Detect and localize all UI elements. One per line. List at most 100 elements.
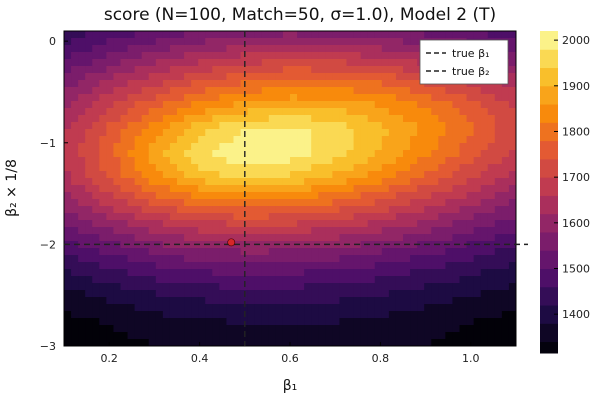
contour-cell — [254, 136, 263, 144]
contour-cell — [268, 94, 277, 102]
contour-cell — [212, 325, 220, 333]
contour-cell — [71, 73, 79, 81]
contour-cell — [177, 220, 185, 228]
contour-cell — [424, 269, 432, 277]
contour-cell — [311, 38, 319, 46]
contour-cell — [290, 73, 298, 81]
contour-cell — [395, 339, 404, 346]
contour-cell — [388, 269, 397, 277]
contour-cell — [219, 234, 228, 242]
contour-cell — [205, 276, 213, 284]
contour-cell — [99, 150, 107, 158]
contour-cell — [325, 52, 333, 60]
contour-cell — [71, 66, 79, 74]
contour-cell — [438, 297, 446, 305]
contour-cell — [71, 178, 79, 186]
contour-cell — [304, 38, 312, 46]
contour-cell — [261, 220, 270, 228]
contour-cell — [403, 185, 411, 193]
contour-cell — [198, 206, 206, 214]
contour-cell — [395, 276, 404, 284]
contour-cell — [290, 248, 298, 256]
contour-cell — [205, 178, 213, 186]
contour-cell — [247, 108, 256, 116]
contour-cell — [417, 220, 425, 228]
contour-cell — [318, 199, 326, 207]
contour-cell — [346, 171, 355, 179]
contour-cell — [381, 66, 390, 74]
contour-cell — [431, 101, 439, 109]
contour-cell — [374, 248, 383, 256]
contour-cell — [120, 80, 129, 88]
contour-cell — [339, 332, 348, 340]
contour-cell — [184, 101, 192, 109]
contour-cell — [445, 290, 454, 298]
contour-cell — [424, 318, 432, 326]
contour-cell — [304, 45, 312, 53]
contour-cell — [120, 87, 129, 95]
contour-cell — [318, 178, 326, 186]
contour-cell — [466, 332, 475, 340]
contour-cell — [318, 185, 326, 193]
contour-cell — [282, 325, 291, 333]
contour-cell — [290, 269, 298, 277]
contour-cell — [395, 269, 404, 277]
contour-cell — [64, 220, 72, 228]
contour-cell — [184, 325, 192, 333]
contour-cell — [261, 31, 270, 39]
contour-cell — [311, 339, 319, 346]
contour-cell — [417, 115, 425, 123]
contour-cell — [381, 101, 390, 109]
contour-cell — [169, 115, 178, 123]
contour-cell — [120, 248, 129, 256]
contour-cell — [233, 283, 242, 291]
contour-cell — [339, 101, 348, 109]
contour-cell — [508, 269, 516, 277]
contour-cell — [71, 185, 79, 193]
legend-label: true β₂ — [452, 65, 490, 78]
contour-cell — [297, 276, 305, 284]
contour-cell — [410, 241, 418, 249]
contour-cell — [410, 290, 418, 298]
contour-cell — [473, 199, 482, 207]
contour-cell — [431, 192, 439, 200]
contour-cell — [332, 122, 341, 130]
contour-cell — [466, 150, 475, 158]
contour-cell — [99, 248, 107, 256]
contour-cell — [494, 325, 503, 333]
contour-cell — [304, 311, 312, 319]
contour-cell — [155, 101, 164, 109]
contour-cell — [417, 318, 425, 326]
contour-cell — [459, 276, 468, 284]
contour-cell — [134, 220, 143, 228]
contour-cell — [275, 59, 284, 67]
contour-cell — [304, 297, 312, 305]
contour-cell — [162, 199, 171, 207]
contour-cell — [240, 94, 249, 102]
contour-cell — [494, 87, 503, 95]
contour-cell — [127, 101, 136, 109]
contour-cell — [374, 206, 383, 214]
contour-cell — [198, 220, 206, 228]
contour-cell — [508, 171, 516, 179]
contour-cell — [247, 73, 256, 81]
contour-cell — [360, 199, 369, 207]
contour-cell — [78, 332, 86, 340]
contour-cell — [155, 199, 164, 207]
contour-cell — [282, 143, 291, 151]
contour-cell — [508, 136, 516, 144]
contour-cell — [198, 178, 206, 186]
contour-cell — [332, 66, 341, 74]
contour-cell — [205, 311, 213, 319]
contour-cell — [459, 199, 468, 207]
contour-cell — [424, 276, 432, 284]
contour-cell — [367, 73, 376, 81]
contour-cell — [438, 304, 446, 312]
contour-cell — [162, 304, 171, 312]
contour-cell — [508, 101, 516, 109]
contour-cell — [92, 269, 100, 277]
contour-cell — [325, 66, 333, 74]
contour-cell — [212, 220, 220, 228]
contour-cell — [452, 101, 461, 109]
